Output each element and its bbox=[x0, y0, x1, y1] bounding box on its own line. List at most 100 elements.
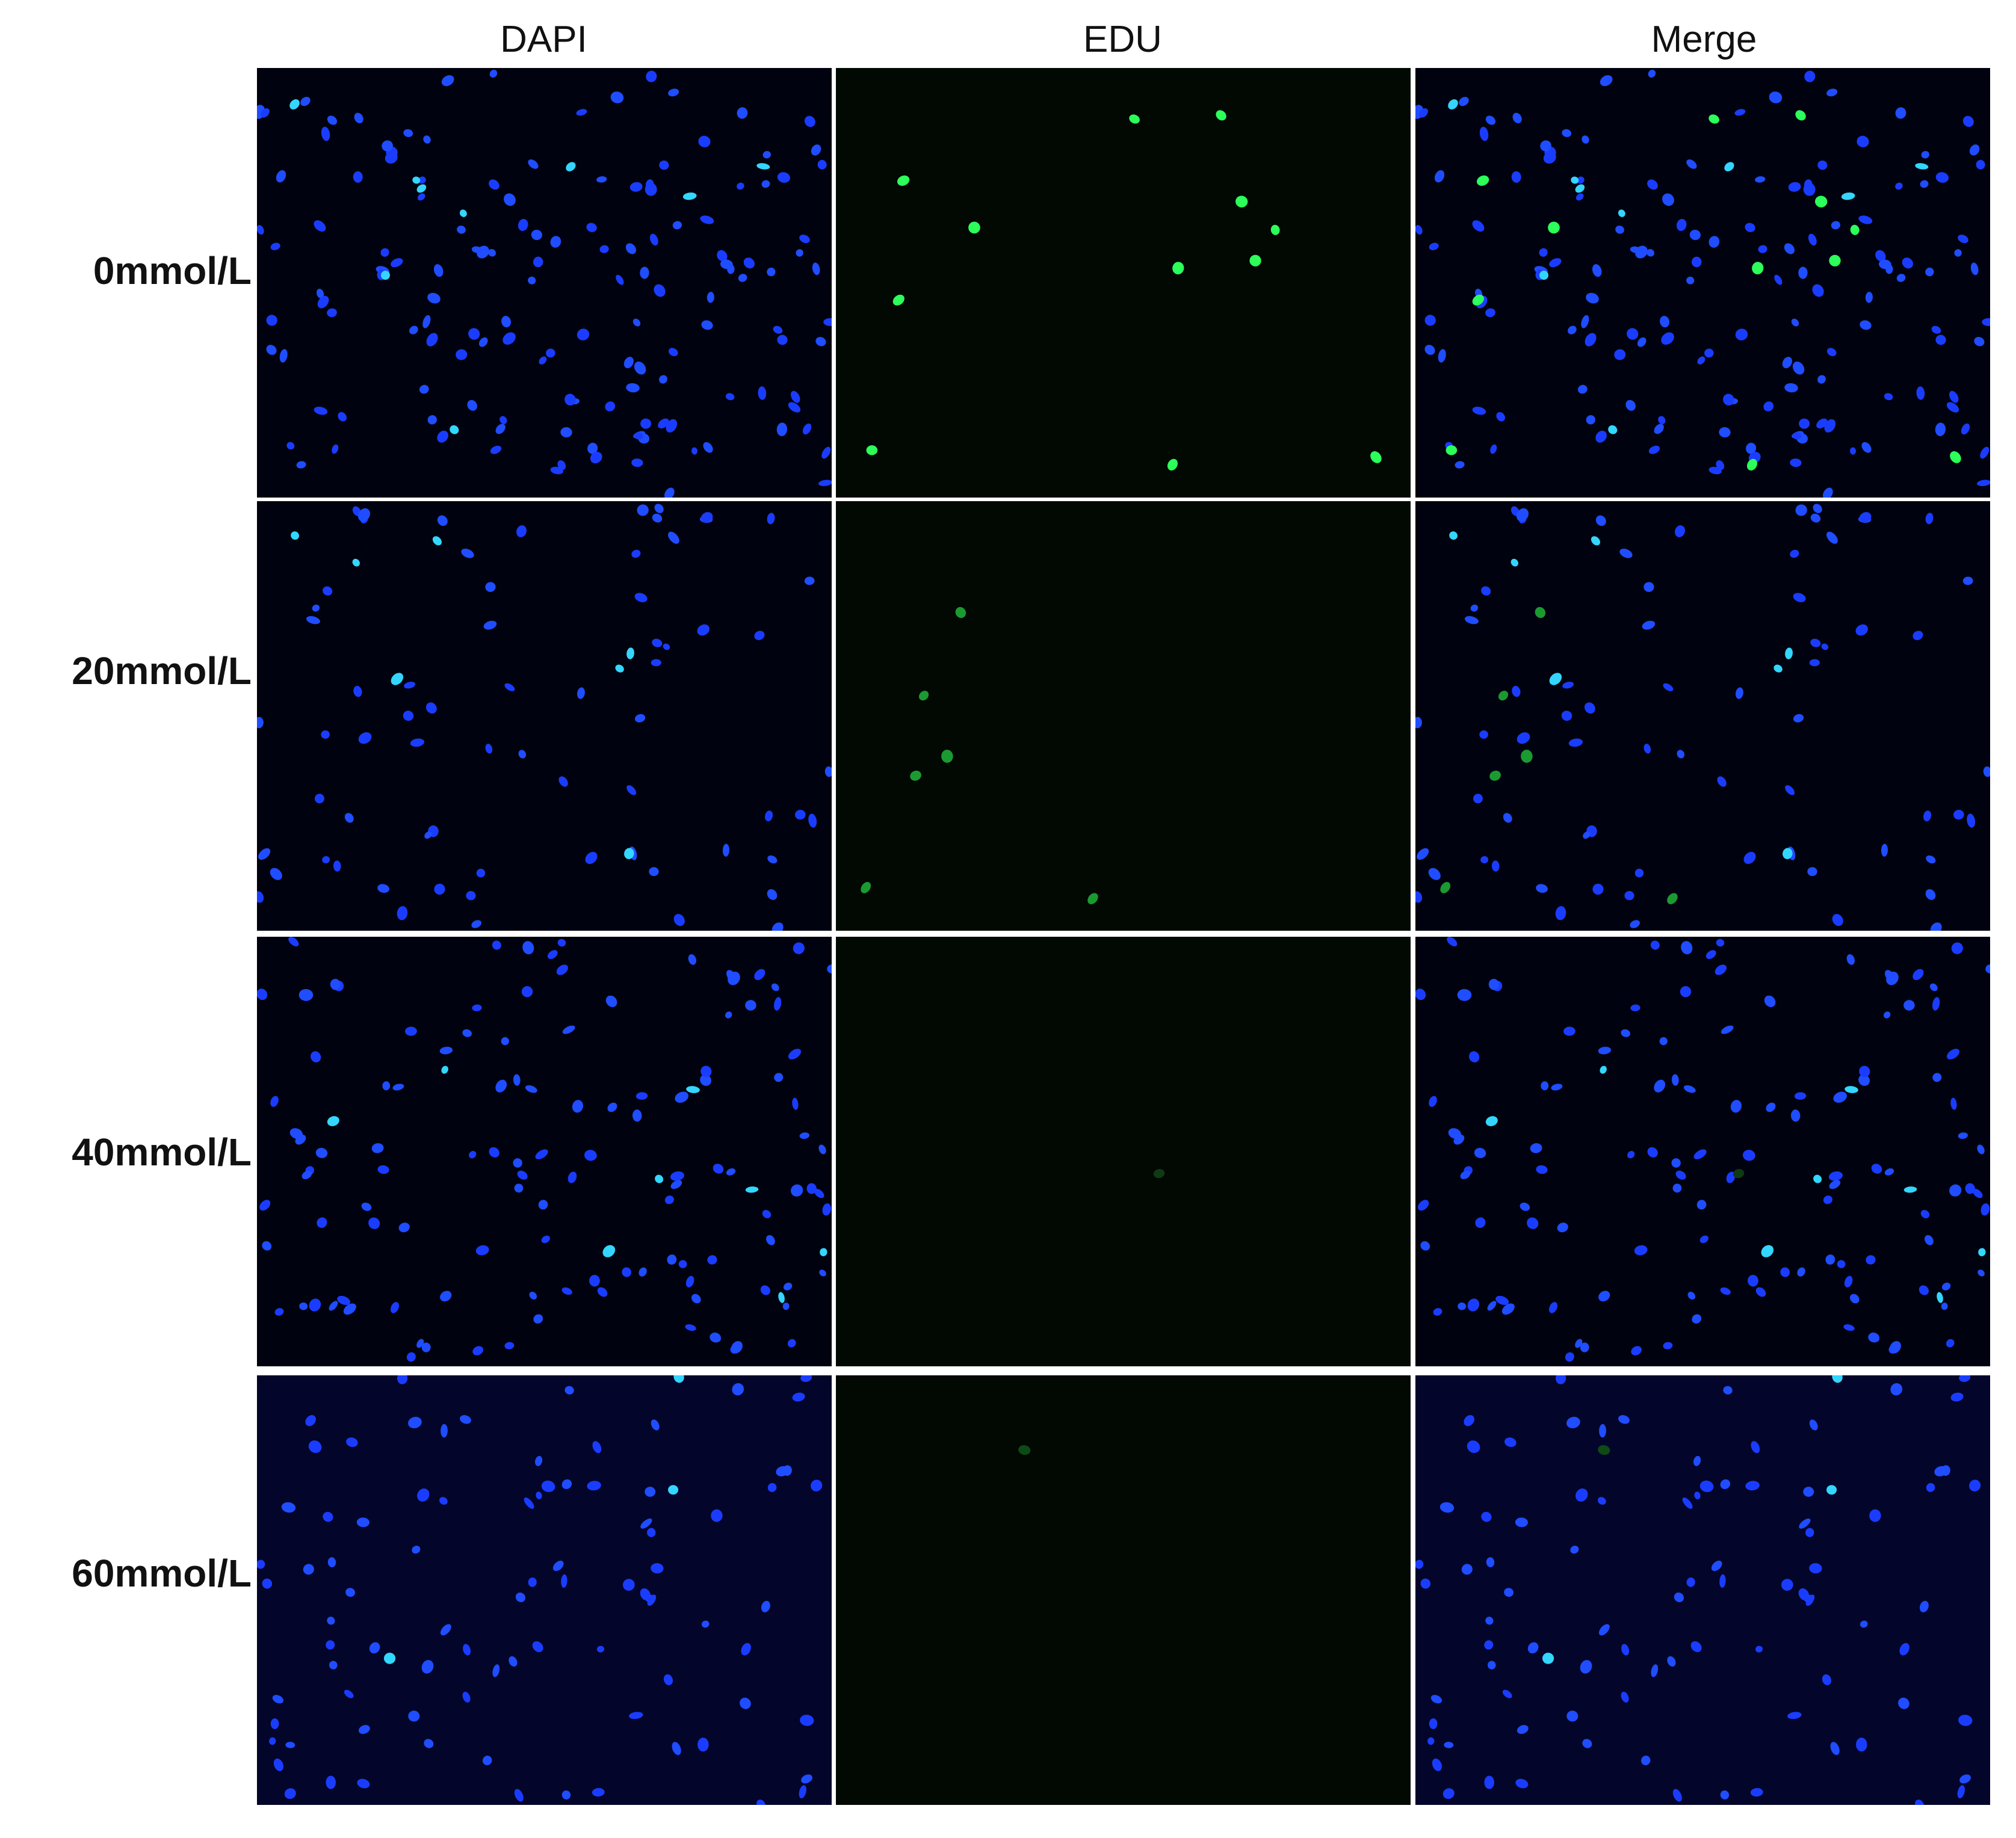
nucleus bbox=[1843, 1324, 1855, 1331]
nucleus bbox=[758, 386, 767, 400]
nucleus bbox=[806, 1183, 817, 1194]
nucleus bbox=[1826, 1485, 1837, 1495]
nucleus bbox=[1932, 997, 1940, 1011]
nucleus bbox=[1555, 906, 1566, 921]
nucleus bbox=[525, 1085, 537, 1093]
nucleus bbox=[1857, 135, 1869, 147]
nucleus bbox=[1935, 335, 1946, 345]
nucleus bbox=[1711, 1561, 1722, 1571]
nucleus bbox=[450, 425, 459, 434]
nucleus bbox=[391, 258, 403, 268]
nucleus bbox=[1539, 271, 1548, 280]
nucleus bbox=[421, 1342, 431, 1352]
nucleus bbox=[1823, 487, 1833, 498]
nucleus bbox=[577, 687, 585, 699]
nucleus bbox=[1415, 891, 1423, 903]
nucleus bbox=[1958, 1715, 1973, 1726]
nucleus bbox=[1580, 1342, 1589, 1352]
nucleus bbox=[1429, 1718, 1438, 1729]
nucleus bbox=[1634, 1245, 1648, 1256]
nucleus bbox=[1270, 224, 1280, 235]
nucleus bbox=[257, 891, 264, 903]
nucleus bbox=[1647, 1147, 1658, 1158]
nucleus bbox=[488, 248, 496, 257]
nucleus bbox=[504, 193, 516, 206]
nucleus bbox=[1680, 986, 1692, 998]
nucleus bbox=[1686, 159, 1697, 169]
nucleus bbox=[439, 1497, 448, 1505]
nucleus bbox=[289, 99, 300, 109]
nucleus bbox=[1746, 442, 1757, 454]
nucleus bbox=[492, 1664, 500, 1677]
nucleus bbox=[1555, 1375, 1566, 1384]
nucleus bbox=[1720, 1479, 1731, 1490]
nucleus bbox=[300, 96, 311, 106]
nucleus bbox=[358, 1725, 370, 1735]
nucleus bbox=[1794, 1092, 1807, 1100]
nucleus bbox=[788, 402, 801, 413]
nucleus bbox=[1951, 942, 1963, 954]
nucleus bbox=[466, 890, 476, 901]
nucleus bbox=[1453, 1134, 1465, 1145]
nucleus bbox=[1934, 1466, 1947, 1476]
nucleus bbox=[745, 1000, 756, 1011]
nucleus bbox=[666, 419, 678, 433]
background bbox=[257, 68, 832, 498]
nucleus bbox=[427, 415, 437, 425]
nucleus bbox=[1597, 1497, 1606, 1505]
background bbox=[257, 1375, 832, 1805]
nucleus bbox=[697, 624, 710, 636]
nucleus bbox=[535, 1455, 543, 1466]
nucleus bbox=[802, 423, 812, 435]
nucleus bbox=[1565, 1352, 1574, 1362]
nucleus bbox=[546, 348, 555, 358]
nucleus bbox=[343, 1303, 356, 1315]
nucleus bbox=[272, 1695, 284, 1704]
nucleus bbox=[433, 264, 444, 277]
nucleus bbox=[782, 1303, 790, 1310]
nucleus bbox=[672, 221, 682, 230]
nucleus bbox=[577, 328, 590, 341]
nucleus bbox=[1899, 1642, 1909, 1656]
nucleus bbox=[1571, 176, 1579, 184]
nucleus bbox=[814, 1188, 824, 1198]
nucleus bbox=[1472, 406, 1486, 415]
nucleus bbox=[1733, 1168, 1745, 1179]
nucleus bbox=[1615, 225, 1624, 234]
nucleus bbox=[485, 744, 493, 754]
nucleus bbox=[1690, 1641, 1702, 1653]
nucleus bbox=[1798, 267, 1808, 279]
nucleus bbox=[1570, 1546, 1579, 1554]
nucleus bbox=[1783, 848, 1793, 860]
nucleus bbox=[1598, 1291, 1610, 1302]
nucleus bbox=[597, 1287, 608, 1297]
nucleus bbox=[1969, 1479, 1981, 1491]
nucleus bbox=[1898, 1697, 1909, 1709]
nucleus bbox=[1660, 316, 1670, 328]
nucleus bbox=[822, 1203, 832, 1216]
nucleus bbox=[561, 1479, 572, 1490]
nucleus bbox=[1624, 890, 1634, 901]
nucleus bbox=[1745, 1481, 1760, 1491]
nucleus bbox=[1520, 1202, 1530, 1211]
nucleus bbox=[1755, 1287, 1766, 1297]
nucleus bbox=[800, 1715, 814, 1726]
nucleus bbox=[1817, 375, 1826, 384]
nucleus bbox=[811, 1479, 823, 1491]
nucleus bbox=[419, 384, 429, 394]
nucleus bbox=[382, 1081, 391, 1091]
nucleus bbox=[1755, 1645, 1763, 1653]
nucleus bbox=[1978, 1248, 1986, 1257]
nucleus bbox=[561, 1574, 567, 1588]
nucleus bbox=[722, 843, 730, 857]
nucleus bbox=[1687, 1292, 1696, 1300]
nucleus bbox=[1598, 1046, 1612, 1055]
nucleus bbox=[469, 1150, 477, 1159]
nucleus bbox=[1585, 333, 1597, 347]
nucleus bbox=[1923, 810, 1932, 822]
nucleus bbox=[629, 182, 643, 192]
nucleus bbox=[1826, 531, 1838, 544]
nucleus bbox=[1591, 536, 1600, 546]
nucleus bbox=[1488, 978, 1500, 990]
